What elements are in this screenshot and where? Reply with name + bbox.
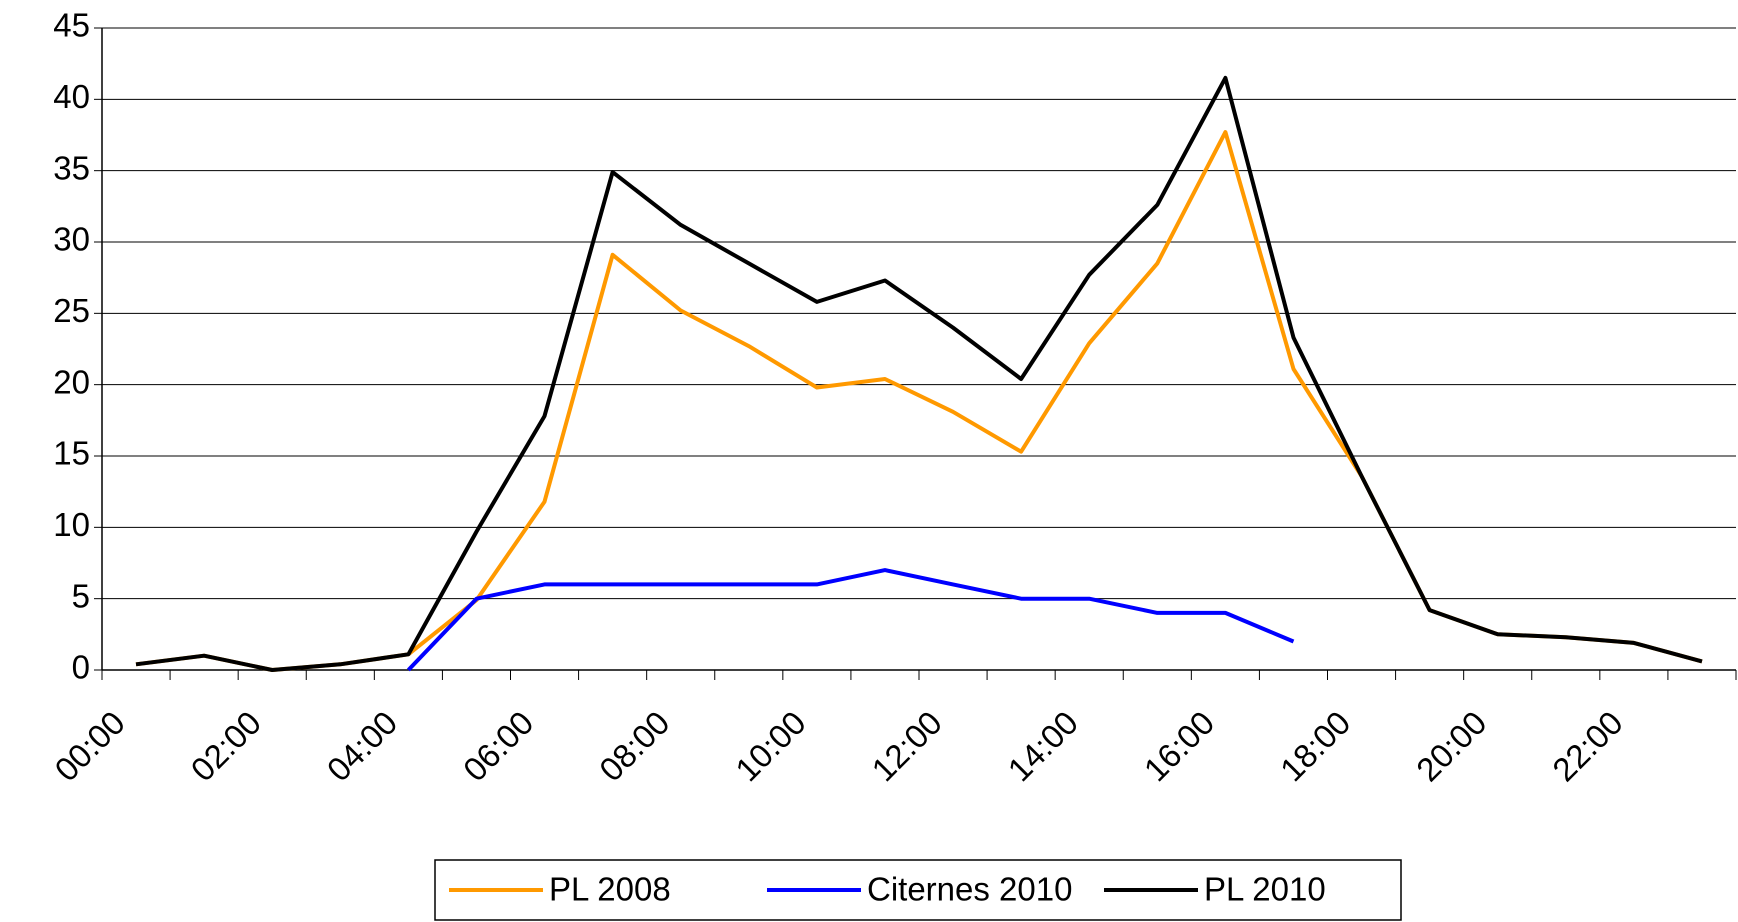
x-tick-label: 04:00 [320, 704, 405, 789]
y-tick-label: 5 [72, 577, 90, 614]
y-tick-label: 35 [53, 149, 90, 186]
x-tick-label: 02:00 [184, 704, 269, 789]
y-tick-label: 25 [53, 292, 90, 329]
y-tick-label: 40 [53, 78, 90, 115]
x-tick-label: 08:00 [592, 704, 677, 789]
legend-box [434, 859, 1402, 921]
x-tick-label: 06:00 [456, 704, 541, 789]
series-line [135, 75, 1703, 672]
legend-label: PL 2010 [1204, 871, 1326, 908]
y-tick-label: 30 [53, 221, 90, 258]
x-tick-label: 12:00 [864, 704, 949, 789]
y-tick-label: 15 [53, 435, 90, 472]
legend-label: PL 2008 [549, 871, 671, 908]
x-tick-label: 20:00 [1409, 704, 1494, 789]
x-tick-label: 14:00 [1001, 704, 1086, 789]
x-tick-label: 22:00 [1545, 704, 1630, 789]
y-tick-label: 10 [53, 506, 90, 543]
y-tick-label: 0 [72, 649, 90, 686]
x-tick-label: 16:00 [1137, 704, 1222, 789]
y-tick-label: 45 [53, 7, 90, 44]
series-line [406, 568, 1295, 672]
x-tick-label: 10:00 [728, 704, 813, 789]
y-tick-label: 20 [53, 363, 90, 400]
series-line [135, 130, 1703, 672]
x-tick-label: 00:00 [47, 704, 132, 789]
x-tick-label: 18:00 [1273, 704, 1358, 789]
legend-label: Citernes 2010 [867, 871, 1072, 908]
